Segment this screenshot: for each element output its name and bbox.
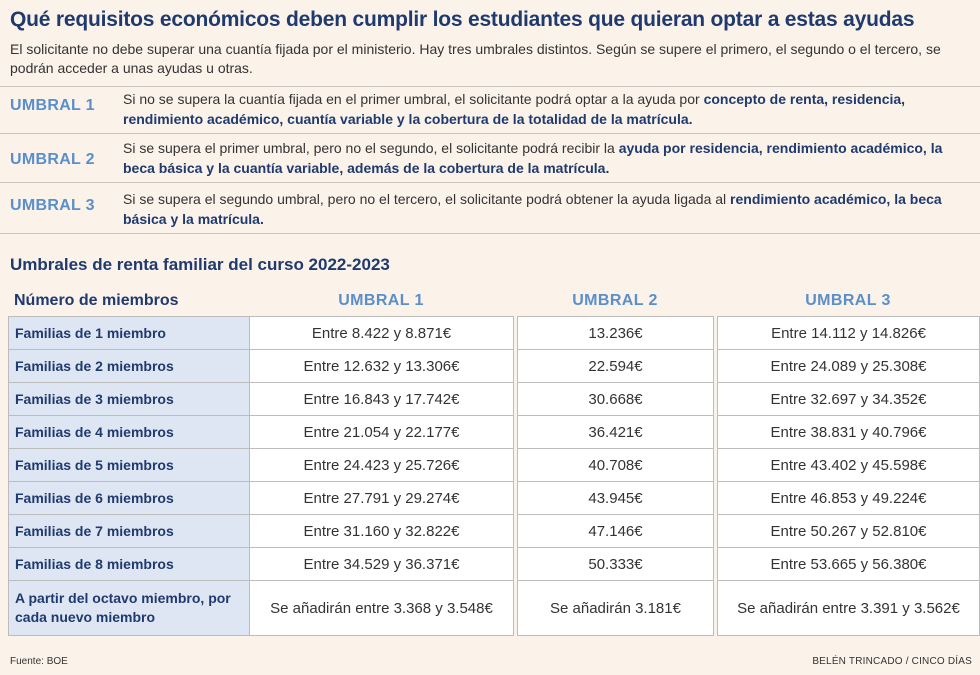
cell-umbral-3: Entre 14.112 y 14.826€ (717, 316, 980, 350)
umbral-description: Si se supera el segundo umbral, pero no … (123, 189, 963, 229)
umbral-description: Si se supera el primer umbral, pero no e… (123, 138, 963, 178)
cell-members: Familias de 4 miembros (8, 415, 250, 449)
cell-members: Familias de 2 miembros (8, 349, 250, 383)
cell-members: Familias de 6 miembros (8, 481, 250, 515)
table-title: Umbrales de renta familiar del curso 202… (10, 255, 390, 274)
cell-umbral-1: Entre 21.054 y 22.177€ (249, 415, 514, 449)
cell-umbral-2: 43.945€ (517, 481, 714, 515)
umbral-label: UMBRAL 2 (10, 151, 95, 168)
table-row: A partir del octavo miembro, por cada nu… (8, 580, 980, 636)
cell-umbral-1: Entre 8.422 y 8.871€ (249, 316, 514, 350)
umbral-description: Si no se supera la cuantía fijada en el … (123, 89, 963, 129)
intro-text: El solicitante no debe superar una cuant… (10, 41, 941, 76)
table-row: Familias de 2 miembros Entre 12.632 y 13.… (8, 349, 980, 383)
umbral-row-3: UMBRAL 3 Si se supera el segundo umbral,… (0, 182, 980, 234)
cell-umbral-3: Entre 24.089 y 25.308€ (717, 349, 980, 383)
table-row: Familias de 5 miembros Entre 24.423 y 25.… (8, 448, 980, 482)
umbral-row-2: UMBRAL 2 Si se supera el primer umbral, … (0, 133, 980, 182)
umbral-text-bold: rendimiento académico, la beca básica y … (123, 191, 942, 227)
table-row: Familias de 6 miembros Entre 27.791 y 29.… (8, 481, 980, 515)
cell-umbral-1: Entre 31.160 y 32.822€ (249, 514, 514, 548)
umbral-label: UMBRAL 3 (10, 197, 95, 214)
table-row: Familias de 8 miembros Entre 34.529 y 36.… (8, 547, 980, 581)
umbral-label: UMBRAL 1 (10, 97, 95, 114)
cell-members: Familias de 3 miembros (8, 382, 250, 416)
cell-umbral-1: Entre 24.423 y 25.726€ (249, 448, 514, 482)
cell-umbral-3: Entre 46.853 y 49.224€ (717, 481, 980, 515)
cell-umbral-2: 40.708€ (517, 448, 714, 482)
cell-umbral-2: 30.668€ (517, 382, 714, 416)
cell-umbral-2: 22.594€ (517, 349, 714, 383)
cell-umbral-1: Entre 27.791 y 29.274€ (249, 481, 514, 515)
cell-umbral-1: Se añadirán entre 3.368 y 3.548€ (249, 580, 514, 636)
cell-umbral-3: Entre 50.267 y 52.810€ (717, 514, 980, 548)
cell-umbral-2: 13.236€ (517, 316, 714, 350)
cell-members: A partir del octavo miembro, por cada nu… (8, 580, 250, 636)
header-members: Número de miembros (14, 292, 179, 309)
table-row: Familias de 7 miembros Entre 31.160 y 32.… (8, 514, 980, 548)
umbral-text-bold: ayuda por residencia, rendimiento académ… (123, 140, 943, 176)
income-threshold-table: Familias de 1 miembro Entre 8.422 y 8.871… (8, 316, 980, 636)
umbral-text-plain: Si se supera el primer umbral, pero no e… (123, 140, 619, 156)
table-row: Familias de 4 miembros Entre 21.054 y 22.… (8, 415, 980, 449)
cell-umbral-1: Entre 12.632 y 13.306€ (249, 349, 514, 383)
cell-umbral-3: Entre 43.402 y 45.598€ (717, 448, 980, 482)
cell-umbral-3: Entre 32.697 y 34.352€ (717, 382, 980, 416)
cell-umbral-2: 36.421€ (517, 415, 714, 449)
cell-members: Familias de 5 miembros (8, 448, 250, 482)
cell-umbral-3: Se añadirán entre 3.391 y 3.562€ (717, 580, 980, 636)
table-row: Familias de 3 miembros Entre 16.843 y 17.… (8, 382, 980, 416)
cell-umbral-3: Entre 53.665 y 56.380€ (717, 547, 980, 581)
credit-note: BELÉN TRINCADO / CINCO DÍAS (812, 656, 972, 667)
header-umbral-3: UMBRAL 3 (805, 292, 891, 309)
cell-members: Familias de 7 miembros (8, 514, 250, 548)
umbral-text-plain: Si no se supera la cuantía fijada en el … (123, 91, 704, 107)
umbral-text-plain: Si se supera el segundo umbral, pero no … (123, 191, 731, 207)
header-umbral-1: UMBRAL 1 (338, 292, 424, 309)
header-umbral-2: UMBRAL 2 (572, 292, 658, 309)
cell-umbral-3: Entre 38.831 y 40.796€ (717, 415, 980, 449)
page-title: Qué requisitos económicos deben cumplir … (10, 8, 915, 31)
cell-umbral-1: Entre 34.529 y 36.371€ (249, 547, 514, 581)
umbral-text-bold: concepto de renta, residencia, rendimien… (123, 91, 906, 127)
source-note: Fuente: BOE (10, 656, 68, 667)
cell-umbral-1: Entre 16.843 y 17.742€ (249, 382, 514, 416)
umbral-row-1: UMBRAL 1 Si no se supera la cuantía fija… (0, 86, 980, 133)
cell-umbral-2: 47.146€ (517, 514, 714, 548)
table-row: Familias de 1 miembro Entre 8.422 y 8.871… (8, 316, 980, 350)
cell-umbral-2: Se añadirán 3.181€ (517, 580, 714, 636)
cell-members: Familias de 1 miembro (8, 316, 250, 350)
cell-umbral-2: 50.333€ (517, 547, 714, 581)
cell-members: Familias de 8 miembros (8, 547, 250, 581)
